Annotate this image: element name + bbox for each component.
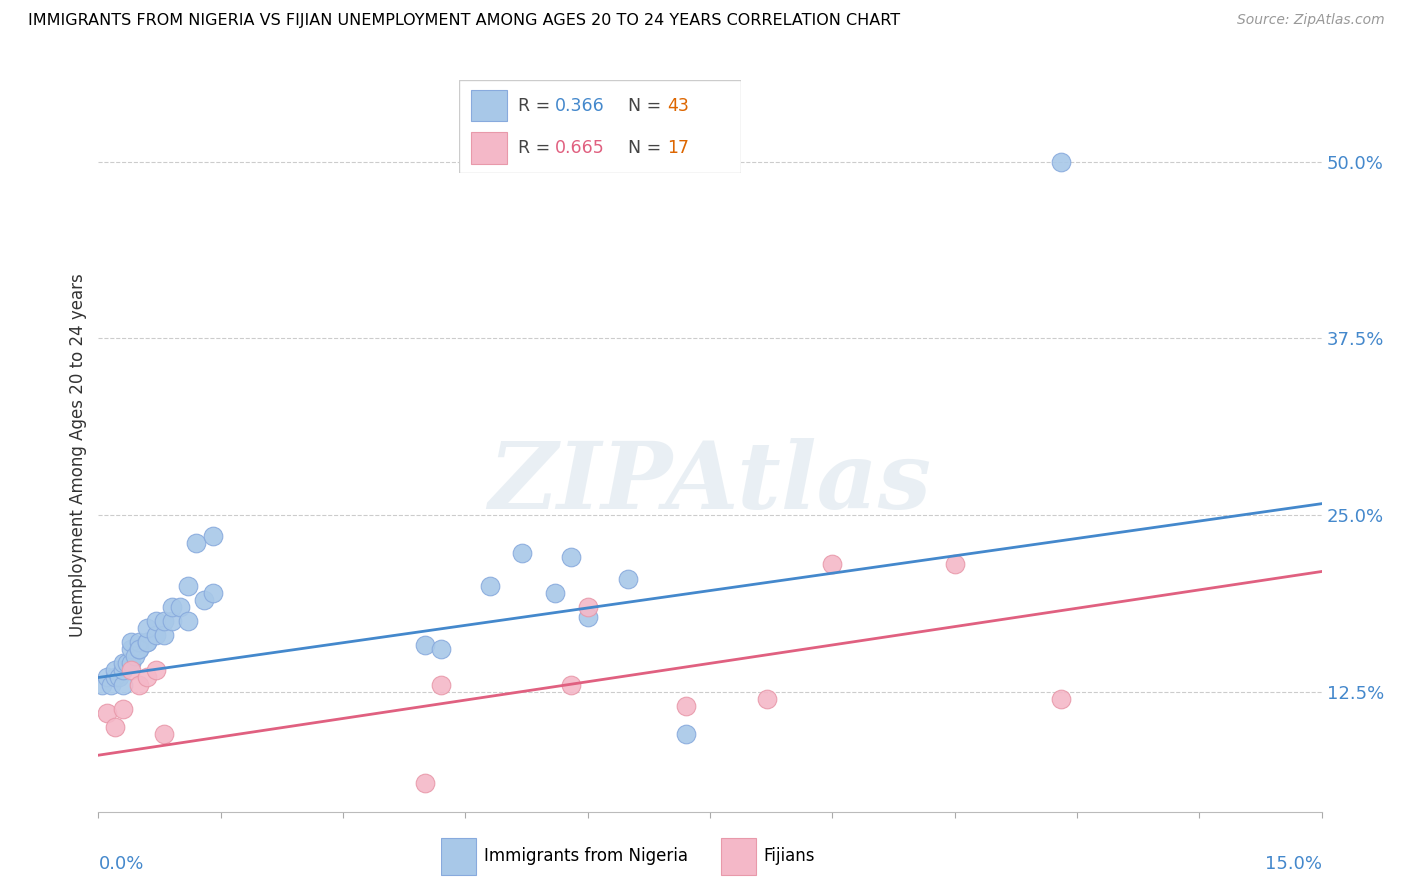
Point	[111, 664, 134, 678]
Point	[1049, 691, 1071, 706]
Point	[152, 727, 174, 741]
Point	[160, 614, 183, 628]
Point	[124, 649, 146, 664]
Point	[943, 558, 966, 572]
Point	[821, 558, 844, 572]
Point	[152, 614, 174, 628]
Text: Source: ZipAtlas.com: Source: ZipAtlas.com	[1237, 13, 1385, 28]
Point	[544, 585, 567, 599]
Point	[96, 706, 118, 720]
Point	[128, 635, 150, 649]
Point	[560, 550, 582, 565]
Point	[111, 677, 134, 691]
Point	[104, 664, 127, 678]
Point	[120, 642, 142, 657]
Point	[169, 599, 191, 614]
Point	[128, 642, 150, 657]
Point	[201, 585, 224, 599]
Point	[430, 642, 453, 657]
Point	[177, 579, 200, 593]
Point	[111, 657, 134, 671]
Point	[560, 677, 582, 691]
Point	[128, 642, 150, 657]
Point	[675, 698, 697, 713]
Point	[145, 664, 167, 678]
Point	[152, 628, 174, 642]
Point	[136, 671, 159, 685]
Text: IMMIGRANTS FROM NIGERIA VS FIJIAN UNEMPLOYMENT AMONG AGES 20 TO 24 YEARS CORRELA: IMMIGRANTS FROM NIGERIA VS FIJIAN UNEMPL…	[28, 13, 900, 29]
Point	[115, 657, 138, 671]
Point	[430, 677, 453, 691]
Point	[1049, 154, 1071, 169]
Point	[576, 599, 599, 614]
Point	[193, 592, 215, 607]
Point	[120, 657, 142, 671]
Point	[104, 671, 127, 685]
Point	[576, 609, 599, 624]
Point	[136, 635, 159, 649]
Point	[111, 701, 134, 715]
Point	[160, 599, 183, 614]
Point	[120, 635, 142, 649]
Point	[756, 691, 779, 706]
Point	[136, 635, 159, 649]
Point	[177, 614, 200, 628]
Point	[413, 776, 436, 790]
Text: 0.0%: 0.0%	[98, 855, 143, 872]
Point	[91, 677, 114, 691]
Point	[100, 677, 122, 691]
Point	[136, 621, 159, 635]
Point	[675, 727, 697, 741]
Point	[108, 671, 131, 685]
Point	[96, 671, 118, 685]
Point	[413, 638, 436, 652]
Text: 15.0%: 15.0%	[1264, 855, 1322, 872]
Point	[104, 720, 127, 734]
Point	[478, 579, 501, 593]
Point	[145, 614, 167, 628]
Point	[120, 664, 142, 678]
Text: ZIPAtlas: ZIPAtlas	[488, 439, 932, 528]
Y-axis label: Unemployment Among Ages 20 to 24 years: Unemployment Among Ages 20 to 24 years	[69, 273, 87, 637]
Point	[617, 572, 640, 586]
Point	[186, 536, 208, 550]
Point	[145, 628, 167, 642]
Point	[128, 677, 150, 691]
Point	[512, 546, 534, 560]
Point	[201, 529, 224, 543]
